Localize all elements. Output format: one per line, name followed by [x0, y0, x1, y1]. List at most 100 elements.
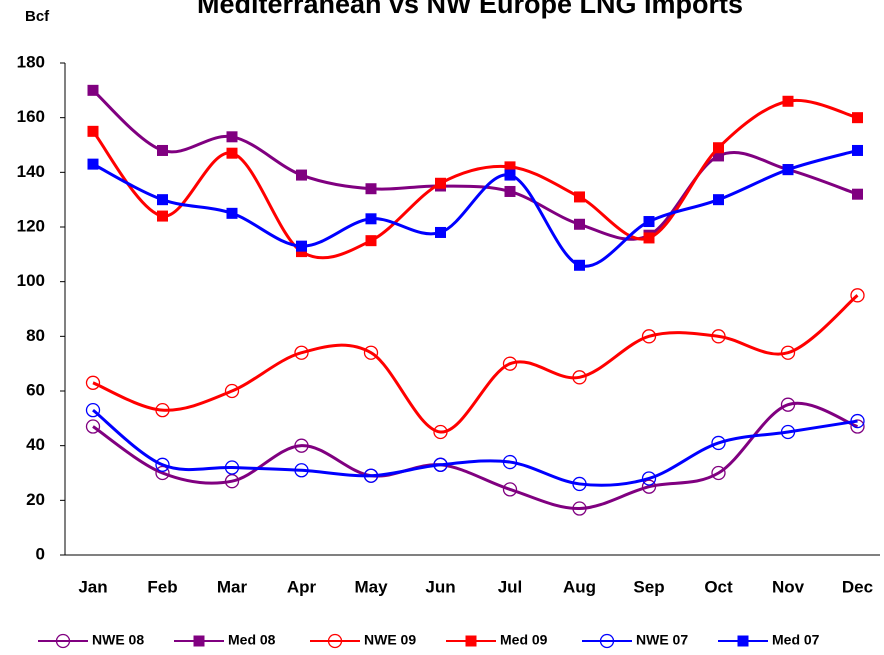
point [294, 345, 309, 360]
point [433, 457, 448, 472]
point [713, 150, 724, 162]
y-tick-label: 60 [26, 380, 45, 399]
point [87, 158, 99, 170]
x-tick-label: Apr [287, 577, 317, 596]
point [365, 213, 377, 225]
point [504, 161, 516, 173]
point [574, 218, 585, 230]
point [155, 465, 170, 481]
point [85, 402, 101, 418]
point [85, 419, 101, 434]
point [294, 438, 309, 453]
point [157, 194, 168, 206]
x-tick-label: Dec [842, 577, 873, 596]
legend-marker [599, 633, 615, 649]
point [226, 147, 238, 159]
point [226, 207, 238, 219]
x-tick-label: Jul [498, 577, 523, 596]
chart-title: Mediterranean vs NW Europe LNG Imports [197, 0, 743, 19]
x-tick-label: Nov [772, 577, 805, 596]
point [363, 468, 379, 483]
point [502, 356, 518, 371]
point [852, 112, 863, 124]
y-tick-label: 20 [26, 490, 45, 509]
point [502, 454, 518, 470]
point [157, 210, 168, 222]
legend-label: NWE 08 [92, 632, 144, 648]
point [850, 288, 865, 303]
point [782, 95, 794, 107]
point [157, 144, 168, 156]
series-line [92, 89, 859, 241]
point [294, 463, 309, 478]
point [643, 232, 655, 244]
series-line [92, 401, 859, 511]
point [780, 424, 796, 440]
y-tick-label: 120 [17, 216, 45, 235]
point [852, 144, 863, 156]
legend-marker [55, 633, 71, 649]
point [226, 131, 238, 143]
point [641, 471, 657, 486]
y-tick-label: 40 [26, 435, 45, 454]
x-tick-label: Jan [78, 577, 107, 596]
point [365, 183, 377, 195]
point [711, 435, 726, 451]
point [572, 476, 587, 492]
point [365, 235, 377, 247]
point [224, 460, 240, 475]
point [363, 345, 379, 360]
point [780, 397, 796, 412]
point [574, 259, 585, 271]
point [711, 329, 726, 344]
y-tick-label: 160 [17, 107, 45, 126]
legend-marker [737, 635, 749, 647]
point [643, 216, 655, 228]
point [572, 370, 587, 385]
y-tick-label: 80 [26, 326, 45, 345]
point [155, 457, 170, 472]
point [852, 188, 863, 200]
series-line [92, 408, 858, 487]
point [502, 482, 518, 497]
legend-label: Med 08 [228, 632, 276, 648]
y-tick-label: 100 [17, 271, 45, 290]
x-tick-label: Aug [563, 577, 596, 596]
point [224, 383, 240, 399]
point [85, 375, 101, 390]
legend-label: NWE 07 [636, 632, 688, 648]
legend-marker [193, 635, 205, 647]
point [433, 424, 448, 440]
legend-label: NWE 09 [364, 632, 416, 648]
point [641, 329, 657, 344]
point [780, 345, 796, 360]
point [574, 191, 585, 203]
point [87, 84, 99, 96]
point [296, 169, 307, 181]
point [87, 125, 99, 137]
y-axis-label: Bcf [25, 8, 50, 25]
point [504, 185, 516, 197]
legend-marker [327, 633, 343, 649]
point [572, 501, 587, 516]
x-tick-label: May [354, 577, 388, 596]
point [155, 402, 170, 418]
x-tick-label: Jun [425, 577, 455, 596]
point [504, 169, 516, 181]
legend-label: Med 07 [772, 632, 820, 648]
y-tick-label: 0 [36, 544, 45, 563]
point [711, 465, 726, 481]
point [641, 479, 657, 494]
series-line [92, 294, 859, 434]
x-tick-label: Mar [217, 577, 248, 596]
point [782, 164, 794, 176]
point [435, 177, 446, 189]
point [850, 413, 865, 429]
x-tick-label: Sep [633, 577, 664, 596]
point [713, 194, 724, 206]
x-tick-label: Oct [704, 577, 733, 596]
x-tick-label: Feb [147, 577, 177, 596]
point [224, 474, 240, 489]
y-tick-label: 140 [17, 162, 45, 181]
